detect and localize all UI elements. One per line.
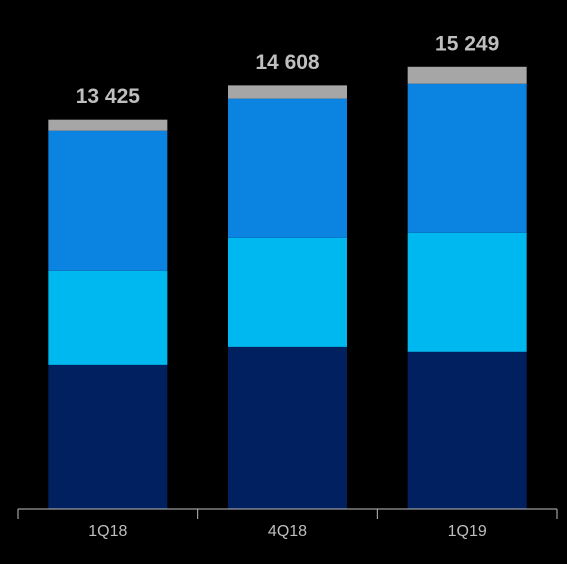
total-label: 15 249	[435, 32, 499, 55]
bar-segment	[228, 98, 347, 238]
bar-segment	[407, 66, 527, 84]
bar-segment	[48, 364, 168, 509]
total-label: 14 608	[255, 51, 320, 74]
bar-segment	[48, 119, 168, 131]
bar-segment	[407, 83, 527, 233]
bar-segment	[228, 85, 347, 99]
x-tick-label: 1Q18	[88, 523, 127, 540]
bar-segment	[48, 270, 168, 365]
bar-segment	[407, 351, 527, 509]
bar-segment	[48, 130, 168, 271]
total-label: 13 425	[76, 85, 141, 108]
bar-segment	[228, 237, 347, 347]
x-tick-label: 4Q18	[268, 523, 307, 540]
bar-segment	[228, 346, 347, 509]
bar-segment	[407, 232, 527, 352]
x-tick-label: 1Q19	[448, 523, 487, 540]
